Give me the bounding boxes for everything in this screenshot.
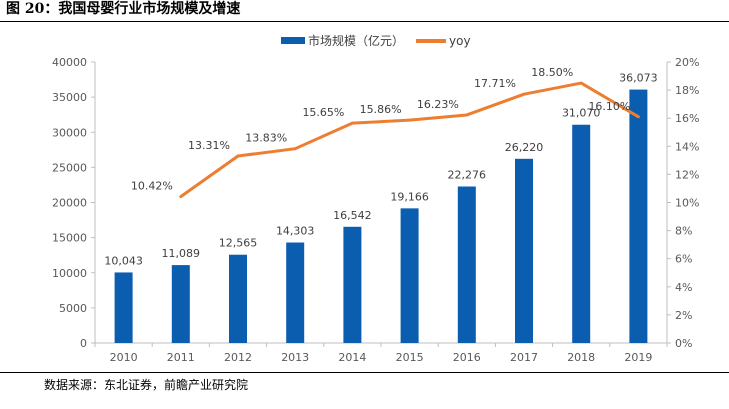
- right-tick-label: 14%: [675, 140, 699, 153]
- bar-value-label: 26,220: [505, 141, 544, 154]
- left-tick-label: 0: [80, 337, 87, 350]
- market-size-chart: 0 5000 10000 15000 20000 25000 30000 35000 40000…: [52, 33, 699, 364]
- yoy-value-label: 15.86%: [360, 103, 402, 116]
- x-tick-label: 2016: [453, 351, 481, 364]
- bar: [629, 89, 648, 343]
- x-tick-label: 2018: [567, 351, 595, 364]
- x-tick-label: 2019: [624, 351, 652, 364]
- bar: [229, 254, 247, 343]
- x-tick-label: 2013: [281, 351, 309, 364]
- bar: [572, 124, 591, 344]
- bar: [457, 186, 476, 343]
- x-tick-label: 2017: [510, 351, 538, 364]
- yoy-point: [579, 81, 583, 85]
- right-tick-label: 16%: [675, 112, 699, 125]
- bar-value-label: 36,073: [619, 72, 658, 85]
- bar: [171, 265, 190, 343]
- right-tick-label: 4%: [675, 281, 692, 294]
- bar-value-label: 11,089: [162, 247, 201, 260]
- yoy-point: [293, 147, 297, 151]
- right-tick-label: 8%: [675, 225, 692, 238]
- yoy-point: [350, 121, 354, 125]
- yoy-point: [236, 154, 240, 158]
- yoy-point: [465, 113, 469, 117]
- left-tick-label: 5000: [59, 302, 87, 315]
- bar-value-label: 31,070: [562, 107, 601, 120]
- bar-value-label: 19,166: [390, 190, 429, 203]
- source-divider: [0, 372, 729, 373]
- yoy-point: [522, 92, 526, 96]
- bar: [400, 208, 419, 343]
- legend-bar-label: 市场规模（亿元）: [308, 33, 404, 48]
- yoy-point: [636, 115, 640, 119]
- yoy-value-label: 13.83%: [245, 132, 287, 145]
- left-tick-label: 20000: [52, 197, 87, 210]
- bar-value-label: 14,303: [276, 225, 315, 238]
- bar-value-label: 10,043: [104, 254, 143, 267]
- right-tick-label: 2%: [675, 309, 692, 322]
- bar-value-label: 22,276: [448, 169, 487, 182]
- right-tick-label: 20%: [675, 56, 699, 69]
- x-tick-label: 2012: [224, 351, 252, 364]
- bar: [114, 272, 133, 343]
- left-tick-label: 15000: [52, 232, 87, 245]
- bar: [286, 242, 305, 343]
- figure-title: 图 20：我国母婴行业市场规模及增速: [6, 1, 241, 17]
- x-tick-label: 2014: [338, 351, 366, 364]
- bar: [343, 226, 362, 343]
- x-tick-label: 2010: [110, 351, 138, 364]
- right-tick-label: 12%: [675, 168, 699, 181]
- right-tick-label: 10%: [675, 197, 699, 210]
- left-tick-label: 10000: [52, 267, 87, 280]
- legend-bar-swatch: [281, 37, 305, 44]
- legend-line-label: yoy: [449, 34, 471, 48]
- yoy-point: [179, 195, 183, 199]
- left-tick-label: 35000: [52, 91, 87, 104]
- x-tick-label: 2015: [396, 351, 424, 364]
- left-tick-label: 25000: [52, 161, 87, 174]
- yoy-value-label: 15.65%: [302, 106, 344, 119]
- yoy-value-label: 13.31%: [188, 139, 230, 152]
- bar: [515, 158, 533, 343]
- right-tick-label: 0%: [675, 337, 692, 350]
- yoy-value-label: 18.50%: [531, 66, 573, 79]
- yoy-value-label: 17.71%: [474, 77, 516, 90]
- yoy-point: [408, 118, 412, 122]
- right-tick-label: 6%: [675, 253, 692, 266]
- left-tick-label: 40000: [52, 56, 87, 69]
- title-divider: [0, 21, 729, 22]
- x-tick-label: 2011: [167, 351, 195, 364]
- source-note: 数据来源：东北证券，前瞻产业研究院: [44, 378, 249, 392]
- yoy-value-label: 10.42%: [131, 180, 173, 193]
- bar-value-label: 16,542: [333, 209, 372, 222]
- right-tick-label: 18%: [675, 84, 699, 97]
- bar-value-label: 12,565: [219, 237, 258, 250]
- yoy-value-label: 16.10%: [588, 100, 630, 113]
- left-tick-label: 30000: [52, 126, 87, 139]
- yoy-value-label: 16.23%: [417, 98, 459, 111]
